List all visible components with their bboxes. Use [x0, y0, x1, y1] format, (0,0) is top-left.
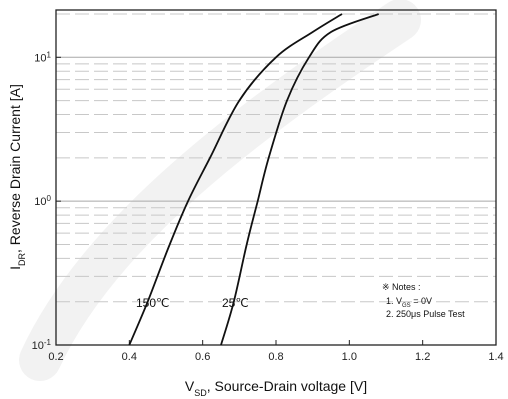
- series-label-25c: 25℃: [222, 296, 249, 310]
- watermark: [19, 0, 421, 381]
- x-axis-label: VSD, Source-Drain voltage [V]: [185, 378, 367, 398]
- y-axis-label: IDR, Reverse Drain Current [A]: [7, 84, 27, 270]
- notes-line-1: 1. VGS = 0V: [386, 296, 432, 309]
- x-tick-label: 0.4: [122, 351, 137, 363]
- x-tick-label: 1.0: [342, 351, 357, 363]
- y-tick-label: 10-1: [32, 338, 52, 353]
- series-line-150c: [128, 13, 343, 345]
- x-tick-label: 0.6: [195, 351, 210, 363]
- notes-title: ※ Notes :: [382, 282, 421, 292]
- plot-frame: [55, 9, 497, 346]
- series-line-25c: [220, 13, 380, 345]
- y-tick-label: 100: [34, 194, 51, 209]
- y-tick-label: 101: [34, 50, 51, 65]
- x-tick-label: 0.2: [48, 351, 63, 363]
- series-lines: [128, 13, 380, 345]
- notes-box: ※ Notes : 1. VGS = 0V 2. 250μs Pulse Tes…: [382, 282, 465, 319]
- x-tick-label: 0.8: [268, 351, 283, 363]
- axis-ticks: 0.2 0.4 0.6 0.8 1.0 1.2 1.4 10-1 100 101: [32, 50, 504, 363]
- x-tick-label: 1.2: [415, 351, 430, 363]
- x-tick-label: 1.4: [488, 351, 503, 363]
- notes-line-2: 2. 250μs Pulse Test: [386, 309, 465, 319]
- series-label-150c: 150℃: [136, 296, 170, 310]
